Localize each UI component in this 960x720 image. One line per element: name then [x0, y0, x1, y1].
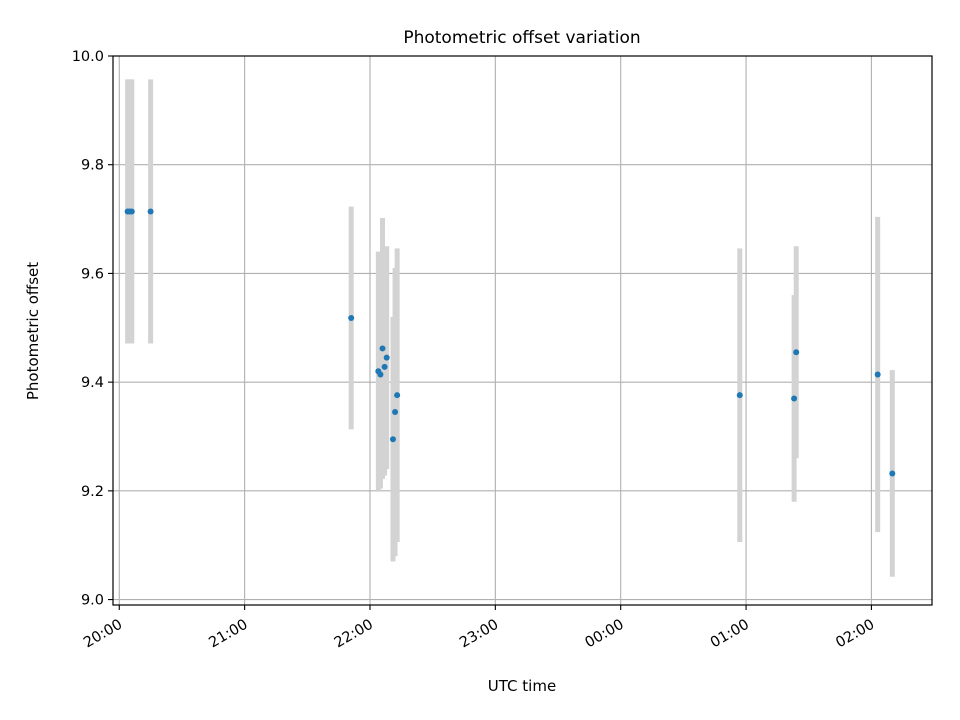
data-point: [348, 314, 355, 321]
x-axis-label: UTC time: [488, 677, 556, 695]
plot-area: [113, 56, 932, 605]
y-tick-label: 9.4: [81, 375, 104, 391]
y-axis-ticks: 9.0 9.2 9.4 9.6 9.8 10.0: [72, 49, 113, 609]
data-point: [381, 363, 388, 370]
y-tick-label: 9.0: [81, 593, 104, 609]
data-point: [793, 349, 800, 356]
data-points: [124, 208, 896, 477]
data-point: [736, 392, 743, 399]
y-tick-label: 9.6: [81, 266, 104, 282]
y-tick-label: 9.2: [81, 484, 104, 500]
data-point: [392, 409, 399, 416]
chart-title: Photometric offset variation: [403, 28, 640, 48]
data-point: [147, 208, 154, 215]
data-point: [379, 345, 386, 352]
data-point: [383, 354, 390, 361]
data-point: [791, 395, 798, 402]
y-tick-label: 9.8: [81, 158, 104, 174]
y-tick-label: 10.0: [72, 49, 104, 65]
data-point: [128, 208, 135, 215]
plot-frame: [112, 55, 933, 606]
data-point: [377, 371, 384, 378]
y-axis-label: Photometric offset: [24, 262, 42, 400]
data-point: [874, 371, 881, 378]
data-point: [389, 436, 396, 443]
data-point: [394, 392, 401, 399]
data-point: [889, 470, 896, 477]
